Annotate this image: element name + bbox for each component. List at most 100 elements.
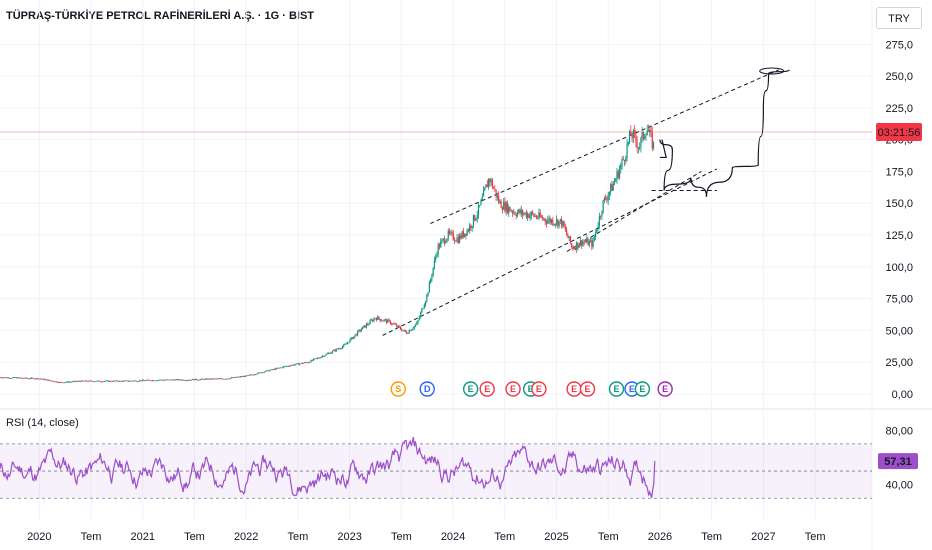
candle-body: [1, 377, 4, 379]
candle-body: [418, 317, 420, 320]
candle-body: [292, 364, 294, 366]
y-tick-label: 25,00: [885, 357, 913, 369]
candle-body: [362, 326, 364, 330]
candle-body: [239, 376, 242, 378]
event-badge[interactable]: E: [462, 381, 479, 397]
y-tick-label: 225,0: [885, 103, 913, 115]
rsi-value-text: 57,31: [884, 456, 912, 468]
event-badge-label: E: [639, 384, 645, 394]
drawings-layer[interactable]: [382, 67, 790, 336]
event-badge[interactable]: E: [608, 381, 625, 397]
candle-body: [519, 209, 521, 214]
candle-body: [280, 367, 282, 369]
candle-body: [623, 160, 626, 162]
candle-body: [615, 178, 617, 182]
candle-body: [513, 212, 515, 213]
candle-body: [515, 214, 517, 217]
candle-body: [631, 134, 633, 139]
candle-body: [22, 377, 24, 379]
candle-body: [636, 141, 638, 149]
candle-body: [82, 380, 84, 382]
event-badge[interactable]: E: [657, 381, 673, 397]
candle-body: [370, 319, 373, 321]
candle-body: [620, 164, 622, 170]
candle-body: [67, 381, 69, 383]
candle-body: [455, 240, 457, 242]
candle-body: [171, 379, 174, 381]
candle-body: [297, 363, 300, 365]
candle-body: [562, 221, 564, 226]
event-badge-label: D: [424, 384, 431, 394]
candle-body: [306, 362, 308, 364]
candle-body: [165, 379, 167, 381]
candle-body: [40, 378, 43, 380]
candle-body: [448, 230, 451, 234]
candle-body: [145, 380, 147, 382]
event-badge[interactable]: E: [531, 381, 547, 397]
candle-body: [526, 213, 529, 218]
event-badge[interactable]: E: [566, 381, 582, 397]
y-tick-label: 175,0: [885, 166, 913, 178]
event-badge-circle: [657, 381, 673, 397]
candle-body: [514, 212, 516, 215]
candle-body: [486, 184, 488, 188]
event-badge[interactable]: S: [390, 381, 406, 397]
candle-body: [30, 377, 33, 379]
candle-body: [234, 377, 237, 378]
candle-body: [296, 363, 298, 365]
candle-body: [102, 381, 104, 383]
chart-title: TÜPRAŞ-TÜRKİYE PETROL RAFİNERİLERİ A.Ş. …: [6, 10, 315, 22]
currency-selector[interactable]: TRY: [876, 7, 922, 29]
candle-body: [278, 367, 281, 369]
candle-body: [208, 378, 210, 380]
candle-body: [491, 179, 493, 188]
candle-body: [107, 380, 109, 382]
candle-body: [338, 348, 340, 350]
candle-body: [452, 232, 454, 240]
candle-body: [0, 377, 2, 379]
event-badge-label: E: [571, 384, 577, 394]
event-badge[interactable]: E: [634, 381, 651, 397]
candle-body: [116, 380, 118, 382]
candle-body: [608, 191, 611, 196]
candle-body: [160, 379, 162, 381]
candle-body: [482, 190, 485, 197]
event-badge[interactable]: D: [419, 381, 435, 397]
candle-body: [355, 334, 357, 336]
x-tick-label: 2027: [751, 531, 775, 543]
candle-body: [464, 233, 466, 237]
candle-body: [394, 324, 396, 325]
candle-body: [193, 379, 195, 381]
candle-body: [428, 282, 430, 293]
candle-body: [374, 318, 376, 320]
candle-body: [559, 219, 561, 222]
candle-body: [286, 365, 288, 367]
candle-body: [558, 221, 560, 227]
candle-body: [480, 199, 482, 206]
candle-body: [345, 343, 347, 345]
candle-body: [203, 379, 205, 380]
candle-body: [77, 380, 79, 382]
candle-body: [5, 377, 7, 379]
candle-body: [518, 209, 520, 213]
candle-body: [567, 234, 569, 238]
event-badge[interactable]: E: [505, 381, 521, 397]
candle-body: [301, 362, 303, 364]
event-badge[interactable]: E: [479, 381, 495, 397]
candle-body: [447, 230, 449, 239]
candle-body: [227, 378, 229, 380]
candle-body: [42, 378, 44, 380]
candle-body: [51, 380, 53, 382]
candle-body: [287, 365, 289, 367]
candle-body: [639, 146, 641, 148]
candle-body: [147, 379, 150, 381]
candle-body: [617, 171, 619, 179]
candle-body: [58, 381, 60, 383]
candle-body: [442, 238, 444, 240]
candle-body: [231, 377, 233, 379]
event-badge[interactable]: E: [579, 381, 596, 397]
candle-body: [219, 378, 221, 380]
candle-body: [256, 373, 258, 375]
